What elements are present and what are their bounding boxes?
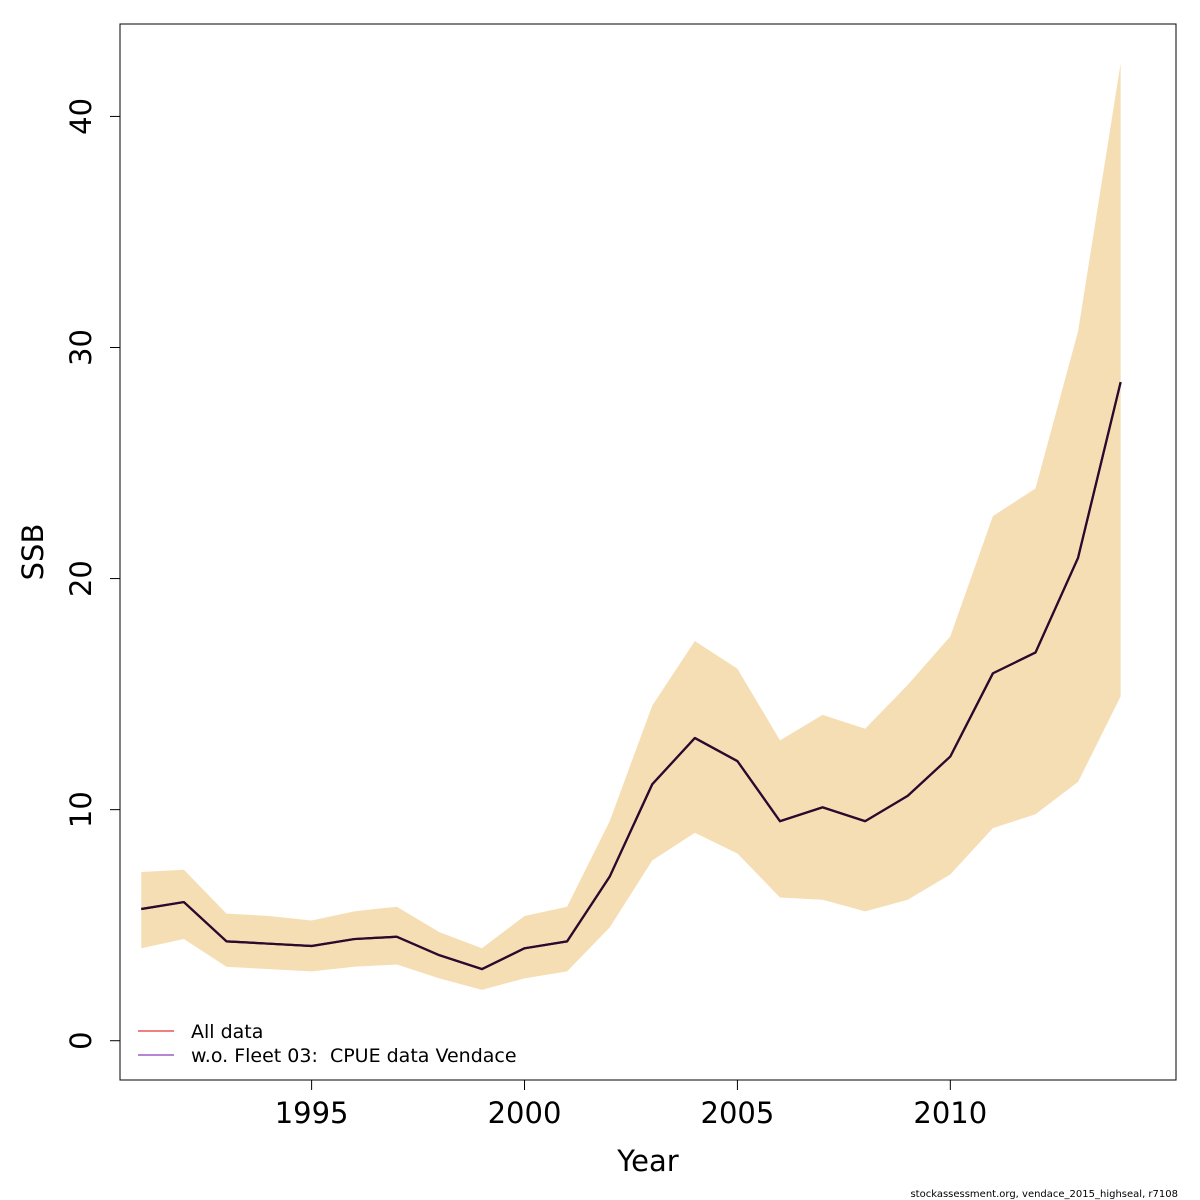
x-axis: 1995 2000 2005 2010 — [275, 1079, 987, 1130]
x-tick-label-2010: 2010 — [913, 1096, 987, 1130]
estimate-line-layer — [141, 381, 1122, 971]
y-axis-title: SSB — [16, 524, 50, 581]
confidence-band-layer — [141, 63, 1121, 990]
series-line-2 — [141, 381, 1122, 971]
legend-label-without-fleet-03: w.o. Fleet 03: CPUE data Vendace — [191, 1045, 517, 1067]
credit-text: stockassessment.org, vendace_2015_highse… — [910, 1189, 1178, 1200]
y-tick-label-30: 30 — [64, 329, 98, 366]
y-tick-label-10: 10 — [64, 791, 98, 828]
y-tick-label-40: 40 — [64, 98, 98, 135]
confidence-band — [141, 63, 1121, 990]
x-tick-label-2000: 2000 — [488, 1096, 562, 1130]
y-tick-label-20: 20 — [64, 560, 98, 597]
y-axis: 0 10 20 30 40 — [64, 98, 121, 1050]
legend: All data w.o. Fleet 03: CPUE data Vendac… — [138, 1021, 517, 1067]
y-tick-label-0: 0 — [64, 1031, 98, 1049]
x-tick-label-1995: 1995 — [275, 1096, 349, 1130]
legend-label-all-data: All data — [191, 1021, 263, 1043]
x-axis-title: Year — [616, 1144, 678, 1178]
x-tick-label-2005: 2005 — [701, 1096, 775, 1130]
